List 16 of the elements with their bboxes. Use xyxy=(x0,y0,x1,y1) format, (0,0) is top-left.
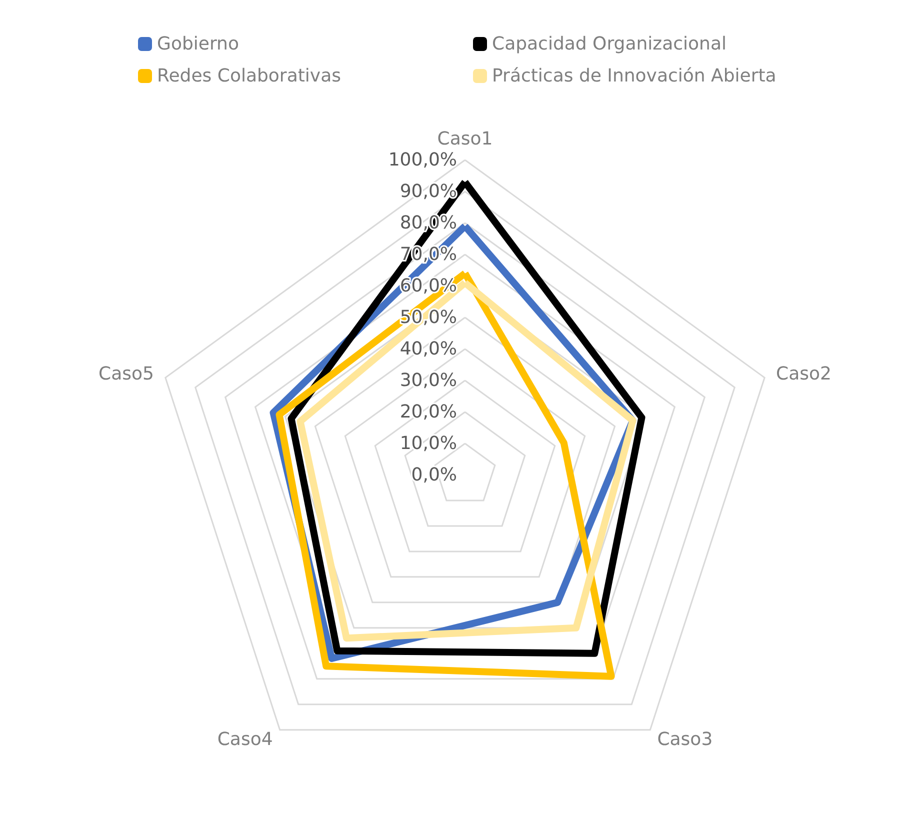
spoke-label: Caso1 xyxy=(437,128,493,150)
y-tick-label: 100,0% xyxy=(388,150,457,170)
y-tick-label: 20,0% xyxy=(400,402,457,422)
spoke-label: Caso4 xyxy=(217,729,273,750)
spoke-label: Caso5 xyxy=(98,363,154,384)
y-tick-label: 0,0% xyxy=(411,464,457,486)
spoke-label: Caso2 xyxy=(776,363,832,384)
y-tick-label: 10,0% xyxy=(400,433,457,454)
y-tick-label: 40,0% xyxy=(400,338,457,360)
legend-label: Gobierno xyxy=(157,34,239,54)
legend-label: Redes Colaborativas xyxy=(157,66,341,86)
spoke-label: Caso3 xyxy=(657,729,713,750)
y-tick-label: 90,0% xyxy=(400,181,457,202)
legend-label: Capacidad Organizacional xyxy=(492,34,727,54)
legend-label: Prácticas de Innovación Abierta xyxy=(492,66,776,86)
y-tick-label: 30,0% xyxy=(400,370,457,391)
